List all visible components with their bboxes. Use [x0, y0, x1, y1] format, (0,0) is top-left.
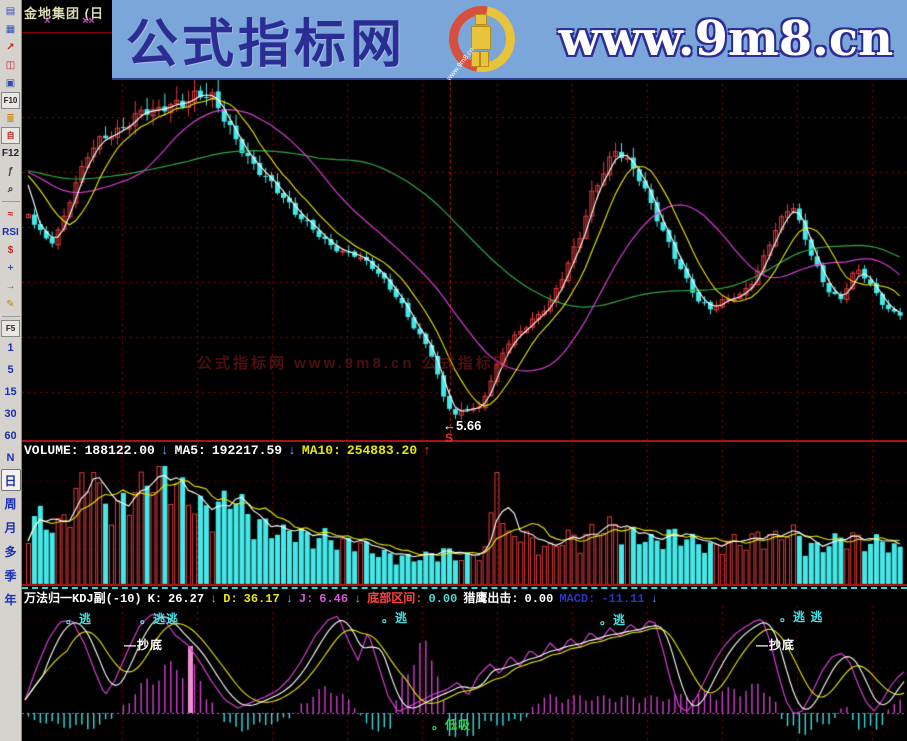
pencil-icon[interactable]: ✎ — [6, 298, 15, 310]
period-15-button[interactable]: 15 — [4, 386, 17, 398]
exit-icon[interactable]: → — [5, 280, 16, 292]
header-segment: J: — [298, 592, 314, 606]
header-segment: 0.00 — [524, 592, 554, 606]
header-segment: K: — [147, 592, 163, 606]
sell-x-mark: ×× — [82, 15, 95, 27]
header-segment: 猎鹰出击: — [463, 592, 519, 606]
header-segment: 6.46 — [319, 592, 349, 606]
bottom-buy-mark-1: —抄底 — [124, 638, 164, 652]
sell-x-mark: × — [44, 15, 51, 27]
period-quarter-button[interactable]: 季 — [4, 568, 17, 583]
period-week-button[interactable]: 周 — [4, 496, 17, 511]
f5-button[interactable]: F5 — [1, 320, 20, 337]
report-icon[interactable]: ▤ — [5, 5, 16, 17]
split-marker: S — [445, 431, 454, 445]
escape-mark-1: 。逃 — [66, 612, 93, 626]
multi-window-icon[interactable]: ▣ — [5, 77, 16, 89]
header-segment: ↓ — [288, 443, 296, 458]
rsi-button[interactable]: RSI — [2, 226, 19, 238]
chart-area[interactable]: 公式指标网 www.9m8.cn 公式指标网 金地集团 (日 × ×× ←5.66… — [22, 0, 907, 741]
period-month-button[interactable]: 月 — [4, 520, 17, 535]
header-segment: 0.00 — [428, 592, 458, 606]
quote-table-icon[interactable]: ▦ — [5, 23, 16, 35]
header-segment: ↓ — [650, 592, 658, 606]
move-icon[interactable]: + — [7, 262, 14, 274]
kdj-pane-canvas[interactable] — [22, 606, 907, 741]
header-segment: ↑ — [423, 443, 431, 458]
header-segment: D: — [223, 592, 238, 606]
period-5-button[interactable]: 5 — [7, 364, 14, 376]
wave-icon[interactable]: ≈ — [7, 208, 14, 220]
coin-figure-icon — [471, 14, 492, 67]
period-multi-button[interactable]: 多 — [4, 544, 17, 559]
trend-line-icon[interactable]: ↗ — [6, 41, 15, 53]
escape-mark-4: 。逃 — [600, 613, 627, 627]
header-segment: MACD: — [559, 592, 596, 606]
low-absorb-mark: 。低吸 — [432, 718, 472, 732]
tree-icon[interactable]: ≣ — [6, 112, 15, 124]
chart-watermark: 公式指标网 www.9m8.cn 公式指标网 — [197, 355, 512, 372]
header-segment: VOLUME: — [24, 443, 79, 458]
low-price-label: ←5.66 — [443, 418, 482, 433]
volume-pane-canvas[interactable] — [22, 460, 907, 585]
period-1-button[interactable]: 1 — [7, 342, 14, 354]
escape-mark-2: 。逃逃 — [140, 612, 180, 626]
header-segment: ↓ — [160, 443, 169, 458]
header-segment: -11.11 — [601, 592, 645, 606]
bottom-buy-mark-2: —抄底 — [756, 638, 796, 652]
formula-icon[interactable]: ƒ — [7, 165, 14, 177]
self-stock-button[interactable]: 自 — [1, 127, 20, 144]
header-segment: 底部区间: — [367, 592, 423, 606]
header-segment: 26.27 — [168, 592, 205, 606]
period-n-button[interactable]: N — [6, 452, 15, 464]
period-day-button[interactable]: 日 — [0, 469, 21, 491]
stock-title: 金地集团 (日 — [24, 6, 104, 21]
zoom-icon[interactable]: ⌕ — [7, 183, 14, 195]
header-segment: ↓ — [210, 592, 218, 606]
toolbar-separator — [1, 201, 20, 202]
pane-separator-volume — [22, 440, 907, 442]
f12-button[interactable]: F12 — [1, 147, 20, 159]
banner-site-url: www.9m8.cn — [558, 11, 893, 67]
kdj-top-dashed-line — [22, 587, 907, 589]
period-year-button[interactable]: 年 — [4, 592, 17, 607]
header-segment: 188122.00 — [84, 443, 155, 458]
banner-site-name: 公式指标网 — [126, 14, 407, 75]
header-segment: ↓ — [285, 592, 293, 606]
watermark-banner: 公式指标网 www.9m8.cn www.9m8.cn — [112, 0, 907, 85]
period-30-button[interactable]: 30 — [4, 408, 17, 420]
header-segment: 万法归一KDJ副(-10) — [24, 592, 142, 606]
header-segment: MA5: — [174, 443, 206, 458]
kdj-header: 万法归一KDJ副(-10) K: 26.27 ↓ D: 36.17 ↓ J: 6.46 ↓ 底部区间… — [24, 589, 664, 606]
kline-icon[interactable]: ◫ — [5, 59, 16, 71]
money-icon[interactable]: $ — [7, 244, 14, 256]
header-segment: 192217.59 — [211, 443, 283, 458]
header-segment: ↓ — [354, 592, 362, 606]
left-toolbar: ▤ ▦ ↗ ◫ ▣ F10 ≣ 自 F12 ƒ ⌕ ≈ RSI $ + → ✎ F5 1 5 15 30 60 N 日周月多季年 — [0, 0, 22, 741]
header-segment: 254883.20 — [346, 443, 418, 458]
banner-logo-icon: www.9m8.cn — [436, 0, 529, 85]
escape-mark-5: 。逃 逃 — [780, 610, 824, 624]
pane-separator-kdj — [22, 584, 907, 586]
header-segment: MA10: — [301, 443, 341, 458]
header-segment: 36.17 — [243, 592, 280, 606]
escape-mark-3: 。逃 — [382, 611, 409, 625]
volume-header: VOLUME: 188122.00 ↓ MA5: 192217.59 ↓ MA10: 2548… — [24, 443, 437, 459]
period-60-button[interactable]: 60 — [4, 430, 17, 442]
toolbar-separator — [1, 316, 20, 317]
chart-top-border — [22, 32, 114, 33]
f10-button[interactable]: F10 — [1, 92, 20, 109]
